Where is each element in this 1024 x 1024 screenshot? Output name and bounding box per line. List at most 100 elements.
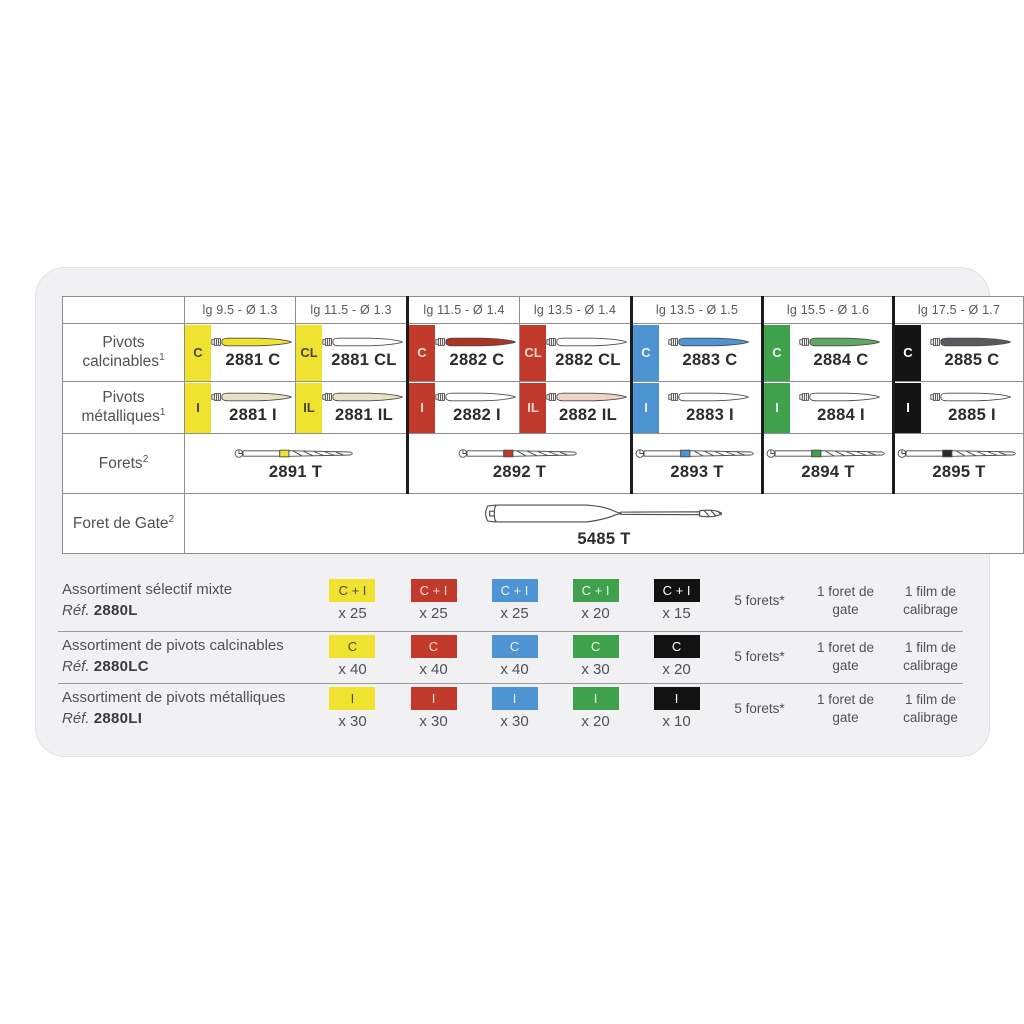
- product-ref: 2881 IL: [334, 406, 394, 424]
- chip-cell: C + I x 25: [393, 577, 474, 622]
- color-code-tab: CL: [520, 324, 546, 381]
- count-chip: C: [491, 635, 538, 658]
- footnote-sup: 1: [159, 406, 166, 418]
- count-chip: C + I: [572, 579, 619, 602]
- color-code-tab: I: [764, 382, 790, 433]
- assortment-ref: 2880L: [93, 602, 138, 619]
- pivot-icon: [930, 335, 1014, 349]
- count-chip: I: [491, 687, 538, 710]
- product-ref: 2892 T: [492, 462, 547, 481]
- color-code-tab: C: [895, 324, 921, 381]
- film-count: 1 film de calibrage: [903, 640, 958, 673]
- count-chip: C + I: [653, 579, 700, 602]
- chip-quantity: x 25: [419, 605, 448, 622]
- gate-count: 1 foret de gate: [816, 640, 875, 673]
- product-cell: C 2884 C: [761, 323, 894, 382]
- assortment-ref: 2880LI: [93, 710, 143, 727]
- product-cell: C 2882 C: [406, 323, 520, 382]
- pivot-icon: [546, 390, 630, 404]
- product-cell: CL 2881 CL: [295, 323, 408, 382]
- product-ref: 2883 I: [686, 406, 734, 424]
- chip-quantity: x 30: [500, 713, 529, 730]
- film-count: 1 film de calibrage: [903, 692, 958, 725]
- film-count: 1 film de calibrage: [903, 584, 958, 617]
- chip-quantity: x 30: [338, 713, 367, 730]
- row-label-line: Forets: [98, 454, 143, 472]
- product-ref: 2885 I: [948, 406, 996, 424]
- count-chip: I: [329, 687, 376, 710]
- assortment-ref: 2880LC: [93, 658, 149, 675]
- ref-label: Réf.: [62, 658, 90, 675]
- ref-label: Réf.: [62, 710, 90, 727]
- divider: [58, 631, 963, 632]
- drill-icon: [895, 446, 1023, 461]
- ref-label: Réf.: [62, 602, 90, 619]
- product-ref: 2881 C: [225, 351, 281, 369]
- row-label-pivots-calcinables: Pivots calcinables1: [62, 323, 185, 382]
- drill-icon: [764, 446, 892, 461]
- assortment-row: Assortiment de pivots métalliques Réf. 2…: [62, 685, 972, 733]
- count-chip: C + I: [410, 579, 457, 602]
- product-cell: I 2885 I: [892, 381, 1024, 434]
- drill-icon: [456, 446, 584, 461]
- chip-quantity: x 25: [338, 605, 367, 622]
- forets-count: 5 forets*: [734, 701, 785, 717]
- product-cell: CL 2882 CL: [519, 323, 632, 382]
- pivot-icon: [211, 390, 295, 404]
- color-code-tab: IL: [520, 382, 546, 433]
- pivot-icon: [435, 335, 519, 349]
- count-chip: I: [572, 687, 619, 710]
- row-label-forets: Forets2: [62, 433, 185, 494]
- assortment-title: Assortiment de pivots métalliques: [62, 689, 286, 706]
- chip-quantity: x 25: [500, 605, 529, 622]
- product-ref: 2893 T: [670, 462, 724, 481]
- product-ref: 2894 T: [801, 462, 855, 481]
- pivot-icon: [322, 390, 406, 404]
- product-cell: 2892 T: [406, 433, 632, 494]
- product-cell: 2895 T: [892, 433, 1024, 494]
- row-label-line: Pivots: [102, 333, 145, 351]
- color-code-tab: C: [185, 324, 211, 381]
- assortment-title: Assortiment de pivots calcinables: [62, 637, 284, 654]
- count-chip: I: [653, 687, 700, 710]
- color-code-tab: I: [633, 382, 659, 433]
- product-ref: 2882 CL: [555, 351, 621, 369]
- product-ref: 2883 C: [682, 351, 738, 369]
- assortment-row: Assortiment de pivots calcinables Réf. 2…: [62, 633, 972, 681]
- column-header: lg 15.5 - Ø 1.6: [761, 296, 894, 324]
- row-label-line: métalliques: [81, 408, 160, 426]
- assortment-label: Assortiment de pivots calcinables Réf. 2…: [62, 633, 312, 675]
- chip-quantity: x 10: [662, 713, 691, 730]
- pivot-icon: [668, 390, 752, 404]
- pivot-icon: [799, 390, 883, 404]
- column-header: lg 13.5 - Ø 1.4: [519, 296, 632, 324]
- column-header: lg 11.5 - Ø 1.4: [406, 296, 520, 324]
- pivot-icon: [930, 390, 1014, 404]
- column-header: lg 13.5 - Ø 1.5: [630, 296, 763, 324]
- product-table: lg 9.5 - Ø 1.3 lg 11.5 - Ø 1.3 lg 11.5 -…: [62, 296, 1024, 554]
- row-label-pivots-metalliques: Pivots métalliques1: [62, 381, 185, 434]
- drill-icon: [232, 446, 360, 461]
- color-code-tab: C: [633, 324, 659, 381]
- footnote-sup: 2: [142, 453, 149, 465]
- gate-count: 1 foret de gate: [816, 692, 875, 725]
- forets-count: 5 forets*: [734, 593, 785, 609]
- drill-icon: [633, 446, 761, 461]
- chip-quantity: x 15: [662, 605, 691, 622]
- pivot-icon: [322, 335, 406, 349]
- gate-count: 1 foret de gate: [816, 584, 875, 617]
- chip-cell: C + I x 15: [636, 577, 717, 622]
- column-header: lg 17.5 - Ø 1.7: [892, 296, 1024, 324]
- assortment-title: Assortiment sélectif mixte: [62, 581, 233, 598]
- divider: [58, 683, 963, 684]
- forets-count: 5 forets*: [734, 649, 785, 665]
- product-cell: 5485 T: [184, 493, 1024, 554]
- color-code-tab: C: [409, 324, 435, 381]
